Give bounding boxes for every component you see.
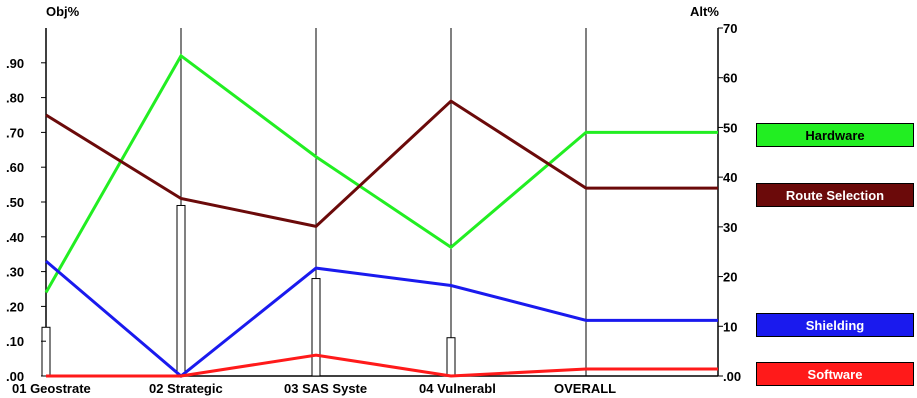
category-label: OVERALL xyxy=(554,381,616,396)
left-tick-label: .10 xyxy=(6,334,24,349)
left-tick-label: .20 xyxy=(6,299,24,314)
left-tick-label: .90 xyxy=(6,56,24,71)
legend-route-selection[interactable]: Route Selection xyxy=(756,183,914,207)
category-labels: 01 Geostrate 02 Strategic 03 SAS Syste 04 V… xyxy=(12,381,616,396)
right-tick-label: 50 xyxy=(723,120,737,135)
legend-hardware-label: Hardware xyxy=(805,127,865,143)
series-line-shielding xyxy=(45,260,718,378)
right-tick-label: 10 xyxy=(723,319,737,334)
left-tick-label: .30 xyxy=(6,265,24,280)
left-tick-label: .70 xyxy=(6,125,24,140)
bars-group xyxy=(41,204,456,377)
category-label: 03 SAS Syste xyxy=(284,381,367,396)
left-tick-label: .40 xyxy=(6,230,24,245)
series-line-route-selection xyxy=(45,99,718,228)
category-label: 01 Geostrate xyxy=(12,381,91,396)
left-tick-label: .50 xyxy=(6,195,24,210)
left-axis-ticks: .00 .10 .20 .30 .40 .50 .60 .70 .80 .90 xyxy=(6,56,46,384)
left-axis-title: Obj% xyxy=(46,4,80,19)
right-tick-label: 70 xyxy=(723,21,737,36)
legend-hardware[interactable]: Hardware xyxy=(756,123,914,147)
series-line-software xyxy=(46,353,718,378)
legend-route-selection-label: Route Selection xyxy=(785,187,885,203)
category-label: 04 Vulnerabl xyxy=(419,381,496,396)
right-tick-label: 60 xyxy=(723,71,737,86)
legend-software-label: Software xyxy=(807,366,863,382)
series-lines xyxy=(44,53,718,378)
bar xyxy=(446,337,456,377)
right-tick-label: 40 xyxy=(723,170,737,185)
right-tick-label: 20 xyxy=(723,270,737,285)
right-tick-label: 30 xyxy=(723,220,737,235)
series-line-hardware xyxy=(44,53,718,294)
legend-software[interactable]: Software xyxy=(756,362,914,386)
bar xyxy=(176,204,186,377)
bar xyxy=(311,278,321,377)
legend-shielding[interactable]: Shielding xyxy=(756,313,914,337)
right-axis-ticks: .00 10 20 30 40 50 60 70 xyxy=(718,21,741,384)
left-tick-label: .80 xyxy=(6,91,24,106)
legend-shielding-label: Shielding xyxy=(805,317,865,333)
right-axis-title: Alt% xyxy=(690,4,719,19)
category-label: 02 Strategic xyxy=(149,381,223,396)
left-tick-label: .60 xyxy=(6,160,24,175)
left-tick-label: .00 xyxy=(6,369,24,384)
right-tick-label: .00 xyxy=(723,369,741,384)
bar xyxy=(41,326,51,377)
